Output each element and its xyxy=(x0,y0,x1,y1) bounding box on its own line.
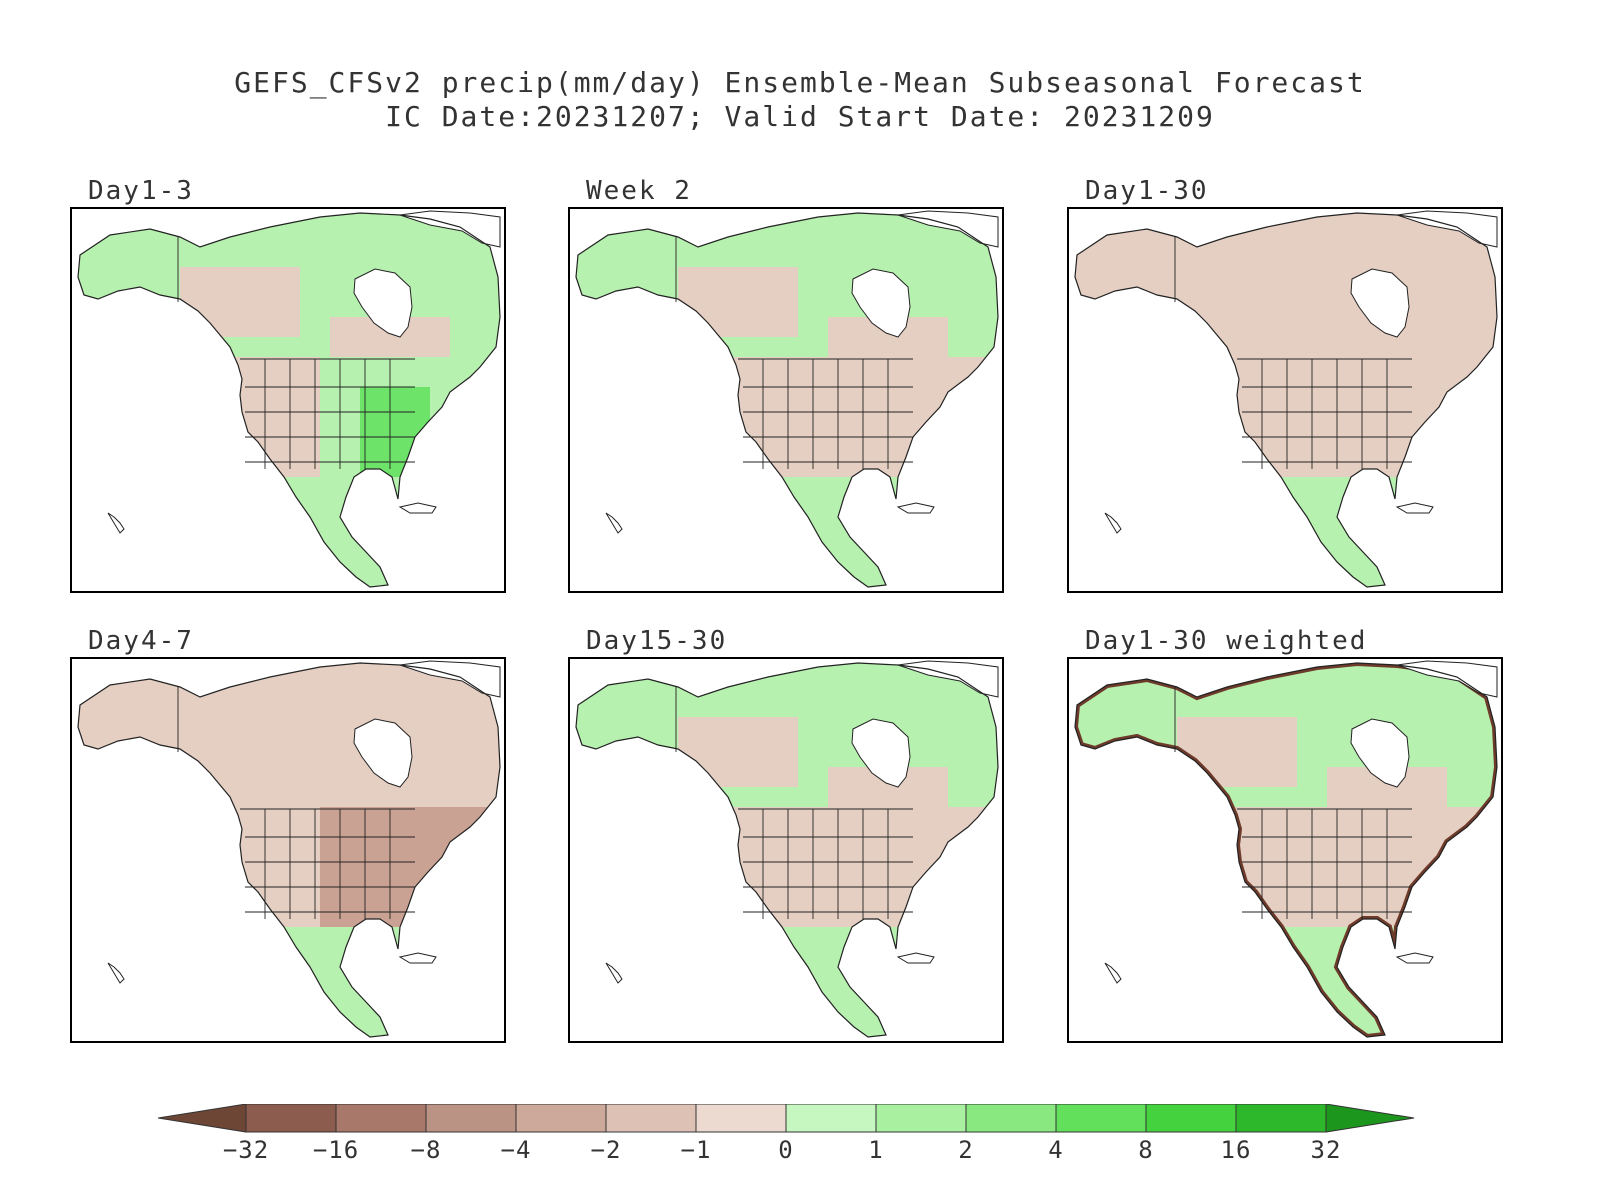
panel-frame xyxy=(568,657,1004,1043)
panel-label: Day4-7 xyxy=(88,626,194,656)
political-borders xyxy=(1174,687,1412,919)
panel-label: Day1-30 xyxy=(1085,176,1209,206)
colorbar-segment xyxy=(1055,1104,1147,1133)
hawaii xyxy=(107,512,125,534)
colorbar-tick-label: −1 xyxy=(680,1136,712,1164)
hawaii xyxy=(605,962,623,984)
greenland xyxy=(1396,660,1498,698)
greenland xyxy=(399,210,501,248)
forecast-map xyxy=(1067,207,1503,593)
panel-frame xyxy=(568,207,1004,593)
colorbar-segment xyxy=(515,1104,607,1133)
colorbar-segment xyxy=(245,1104,337,1133)
cuba xyxy=(896,952,935,964)
colorbar-tick-label: −16 xyxy=(312,1136,360,1164)
political-borders xyxy=(675,237,913,469)
coastline xyxy=(77,212,501,588)
colorbar-tick-label: 2 xyxy=(958,1136,974,1164)
colorbar-segment xyxy=(335,1104,427,1133)
colorbar-tick-label: −4 xyxy=(500,1136,532,1164)
hudson-bay xyxy=(1350,268,1410,338)
cuba xyxy=(1395,502,1434,514)
greenland xyxy=(399,660,501,698)
colorbar-tick-label: −2 xyxy=(590,1136,622,1164)
panel-label: Day1-3 xyxy=(88,176,194,206)
colorbar-tick-label: 16 xyxy=(1220,1136,1252,1164)
coastline xyxy=(77,662,501,1038)
hudson-bay xyxy=(851,718,911,788)
panel-frame xyxy=(70,657,506,1043)
colorbar-arrow-left xyxy=(158,1104,247,1133)
forecast-map xyxy=(1067,657,1503,1043)
colorbar-tick-label: 8 xyxy=(1138,1136,1154,1164)
map-panel xyxy=(1067,207,1503,593)
coastline xyxy=(575,212,999,588)
map-panel xyxy=(70,657,506,1043)
colorbar-tick-label: 4 xyxy=(1048,1136,1064,1164)
panel-frame xyxy=(1067,657,1503,1043)
cuba xyxy=(398,502,437,514)
panel-label: Day1-30 weighted xyxy=(1085,626,1368,656)
colorbar-tick-label: −32 xyxy=(222,1136,270,1164)
greenland xyxy=(897,210,999,248)
map-panel xyxy=(70,207,506,593)
hudson-bay xyxy=(353,268,413,338)
political-borders xyxy=(1174,237,1412,469)
figure-title-line2: IC Date:20231207; Valid Start Date: 2023… xyxy=(385,100,1215,133)
map-panel xyxy=(568,207,1004,593)
panel-label: Week 2 xyxy=(586,176,692,206)
colorbar-segment xyxy=(785,1104,877,1133)
hawaii xyxy=(1104,962,1122,984)
coastline xyxy=(1074,662,1498,1038)
colorbar-tick-label: 1 xyxy=(868,1136,884,1164)
colorbar-tick-label: 32 xyxy=(1310,1136,1342,1164)
greenland xyxy=(897,660,999,698)
cuba xyxy=(1395,952,1434,964)
colorbar-tick-label: 0 xyxy=(778,1136,794,1164)
panel-label: Day15-30 xyxy=(586,626,728,656)
greenland xyxy=(1396,210,1498,248)
hawaii xyxy=(107,962,125,984)
panel-frame xyxy=(70,207,506,593)
hawaii xyxy=(1104,512,1122,534)
hudson-bay xyxy=(1350,718,1410,788)
forecast-map xyxy=(568,657,1004,1043)
hudson-bay xyxy=(851,268,911,338)
political-borders xyxy=(177,237,415,469)
forecast-map xyxy=(70,207,506,593)
colorbar-segment xyxy=(1235,1104,1327,1133)
colorbar-arrow-right xyxy=(1325,1104,1415,1133)
hudson-bay xyxy=(353,718,413,788)
political-borders xyxy=(675,687,913,919)
cuba xyxy=(896,502,935,514)
figure-title-line1: GEFS_CFSv2 precip(mm/day) Ensemble-Mean … xyxy=(234,66,1366,99)
panel-frame xyxy=(1067,207,1503,593)
colorbar-segment xyxy=(605,1104,697,1133)
colorbar-segment xyxy=(425,1104,517,1133)
forecast-map xyxy=(568,207,1004,593)
colorbar-segment xyxy=(1145,1104,1237,1133)
colorbar-segment xyxy=(965,1104,1057,1133)
political-borders xyxy=(177,687,415,919)
forecast-map xyxy=(70,657,506,1043)
colorbar-segment xyxy=(875,1104,967,1133)
colorbar xyxy=(158,1104,1415,1133)
colorbar-tick-label: −8 xyxy=(410,1136,442,1164)
coastline xyxy=(1074,212,1498,588)
coastline xyxy=(575,662,999,1038)
cuba xyxy=(398,952,437,964)
map-panel xyxy=(1067,657,1503,1043)
hawaii xyxy=(605,512,623,534)
map-panel xyxy=(568,657,1004,1043)
colorbar-segment xyxy=(695,1104,787,1133)
